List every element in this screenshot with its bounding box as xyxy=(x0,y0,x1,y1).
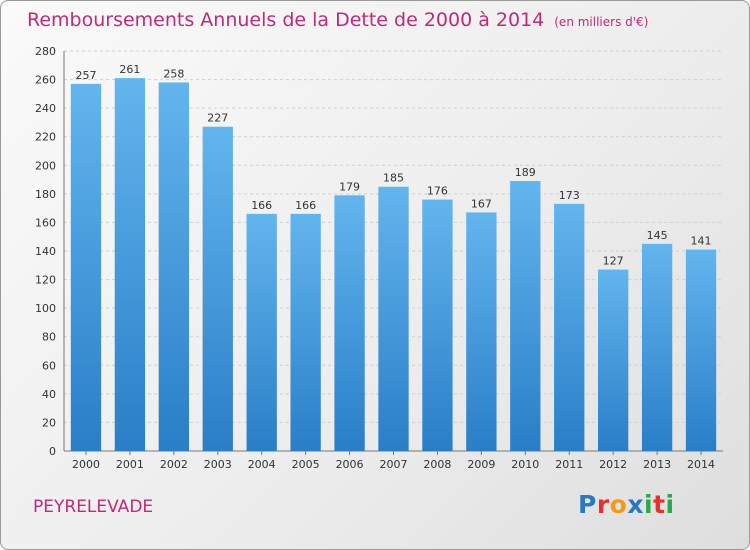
y-tick-label: 280 xyxy=(35,45,56,58)
bar-2000 xyxy=(70,83,102,451)
chart-unit: (en milliers d'€) xyxy=(554,15,649,29)
x-tick-label: 2014 xyxy=(687,458,715,471)
value-label: 166 xyxy=(295,199,316,212)
bar-2006 xyxy=(334,195,365,451)
value-label: 166 xyxy=(251,199,272,212)
bar-2010 xyxy=(510,181,541,451)
chart-title-main: Remboursements Annuels de la Dette de 20… xyxy=(27,9,545,31)
x-tick-label: 2006 xyxy=(336,458,364,471)
y-tick-label: 80 xyxy=(42,331,56,344)
value-label: 167 xyxy=(471,197,492,210)
y-tick-label: 20 xyxy=(42,416,56,429)
value-label: 173 xyxy=(559,189,580,202)
value-label: 189 xyxy=(515,166,536,179)
value-label: 185 xyxy=(383,172,404,185)
logo-letter: P xyxy=(578,490,597,519)
value-label: 261 xyxy=(119,63,140,76)
x-tick-label: 2012 xyxy=(599,458,627,471)
x-tick-label: 2003 xyxy=(204,458,232,471)
logo-letter: x xyxy=(627,490,644,519)
x-tick-label: 2002 xyxy=(160,458,188,471)
y-tick-label: 260 xyxy=(35,74,56,87)
value-label: 176 xyxy=(427,185,448,198)
bar-2012 xyxy=(598,269,629,451)
y-tick-label: 240 xyxy=(35,102,56,115)
bar-2001 xyxy=(114,78,146,452)
value-label: 257 xyxy=(75,69,96,82)
x-tick-label: 2004 xyxy=(248,458,276,471)
bar-2004 xyxy=(246,213,277,451)
x-tick-label: 2001 xyxy=(116,458,144,471)
place-name: PEYRELEVADE xyxy=(33,497,154,517)
x-tick-label: 2010 xyxy=(511,458,539,471)
bar-2014 xyxy=(685,249,717,451)
bar-2013 xyxy=(641,243,673,451)
y-tick-label: 160 xyxy=(35,216,56,229)
bar-2007 xyxy=(378,186,409,451)
x-tick-label: 2008 xyxy=(423,458,451,471)
y-tick-label: 200 xyxy=(35,159,56,172)
value-label: 141 xyxy=(691,235,712,248)
logo-letter: r xyxy=(596,490,610,519)
logo-letter: i xyxy=(644,490,654,519)
logo-letter: t xyxy=(653,490,666,519)
y-tick-label: 40 xyxy=(42,388,56,401)
bar-2009 xyxy=(466,212,497,451)
value-label: 127 xyxy=(603,255,624,268)
x-tick-label: 2013 xyxy=(643,458,671,471)
y-tick-label: 120 xyxy=(35,274,56,287)
bar-2002 xyxy=(158,82,189,451)
proxiti-logo: Proxiti xyxy=(578,490,675,519)
value-label: 179 xyxy=(339,180,360,193)
x-tick-label: 2005 xyxy=(292,458,320,471)
y-tick-label: 100 xyxy=(35,302,56,315)
y-tick-label: 220 xyxy=(35,131,56,144)
chart-title: Remboursements Annuels de la Dette de 20… xyxy=(27,9,648,31)
logo-letter: i xyxy=(665,490,675,519)
bar-2005 xyxy=(290,213,321,451)
bar-2003 xyxy=(202,126,233,451)
x-tick-label: 2009 xyxy=(467,458,495,471)
bar-2011 xyxy=(554,203,585,451)
bar-2008 xyxy=(422,199,453,451)
value-label: 145 xyxy=(647,229,668,242)
value-label: 258 xyxy=(163,67,184,80)
y-tick-label: 60 xyxy=(42,359,56,372)
logo-letter: o xyxy=(609,490,628,519)
x-tick-label: 2000 xyxy=(72,458,100,471)
x-tick-label: 2007 xyxy=(380,458,408,471)
value-label: 227 xyxy=(207,112,228,125)
y-tick-label: 140 xyxy=(35,245,56,258)
y-tick-label: 0 xyxy=(49,445,56,458)
x-tick-label: 2011 xyxy=(555,458,583,471)
y-tick-label: 180 xyxy=(35,188,56,201)
